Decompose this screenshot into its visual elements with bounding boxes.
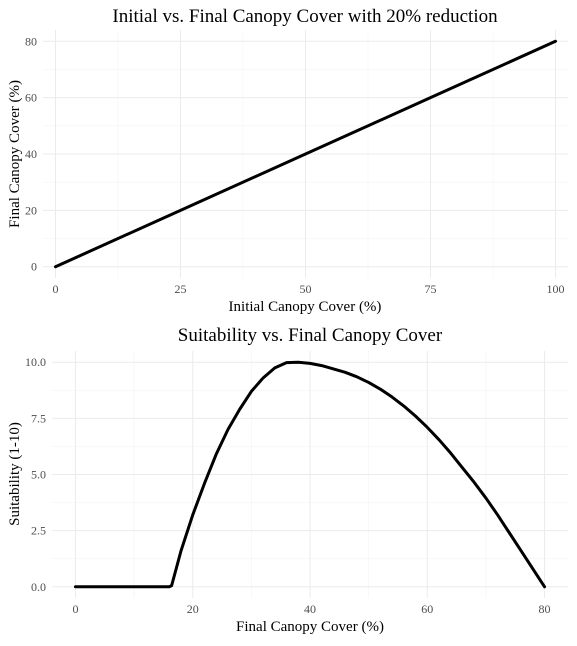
x-tick-label: 80: [539, 602, 551, 616]
panel-suitability: 0 20 40 60 80 0.0 2.5 5.0 7.5 10.0 Suitability vs…: [7, 325, 568, 635]
x-tick-label: 20: [187, 602, 199, 616]
y-axis-title: Suitability (1-10): [7, 422, 23, 526]
series-line: [73, 360, 547, 589]
x-tick-label: 40: [304, 602, 316, 616]
chart-title: Initial vs. Final Canopy Cover with 20% …: [112, 6, 498, 27]
panel-initial-vs-final: 0 25 50 75 100 0 20 40 60 80 Initial vs. Final Ca…: [7, 6, 568, 315]
y-tick-label: 60: [25, 91, 37, 105]
x-tick-label: 100: [547, 282, 565, 296]
tick-labels: 0 20 40 60 80 0.0 2.5 5.0 7.5 10.0: [25, 355, 551, 616]
x-tick-label: 60: [421, 602, 433, 616]
y-tick-label: 40: [25, 147, 37, 161]
y-tick-label: 0.0: [31, 580, 46, 594]
y-tick-label: 2.5: [31, 524, 46, 538]
chart-title: Suitability vs. Final Canopy Cover: [178, 325, 443, 346]
y-tick-label: 10.0: [25, 355, 46, 369]
y-tick-label: 7.5: [31, 411, 46, 425]
y-tick-label: 20: [25, 203, 37, 217]
y-tick-label: 5.0: [31, 468, 46, 482]
x-axis-title: Final Canopy Cover (%): [236, 619, 384, 635]
y-tick-label: 0: [31, 260, 37, 274]
y-axis-title: Final Canopy Cover (%): [7, 80, 23, 228]
x-tick-label: 0: [72, 602, 78, 616]
series-lines: [54, 39, 557, 269]
x-tick-label: 75: [425, 282, 437, 296]
series-line: [54, 39, 557, 269]
y-tick-label: 80: [25, 34, 37, 48]
tick-labels: 0 25 50 75 100 0 20 40 60 80: [25, 34, 565, 296]
x-tick-label: 0: [53, 282, 59, 296]
x-tick-label: 25: [175, 282, 187, 296]
x-tick-label: 50: [300, 282, 312, 296]
series-lines: [73, 360, 547, 589]
gridlines: [43, 30, 568, 278]
x-axis-title: Initial Canopy Cover (%): [229, 299, 382, 315]
